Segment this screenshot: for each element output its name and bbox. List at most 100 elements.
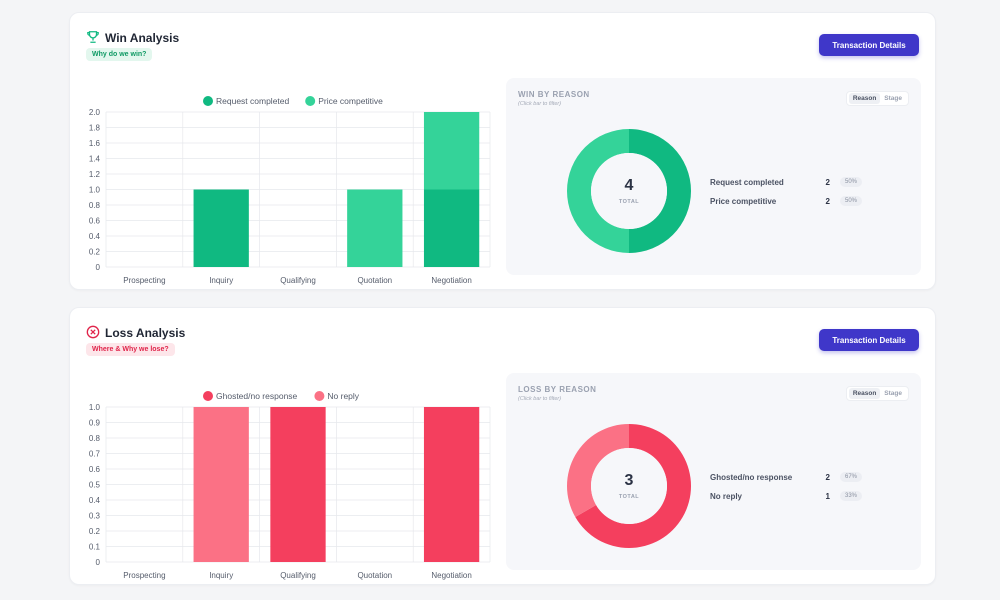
- loss-bar[interactable]: [423, 407, 480, 562]
- loss-subtitle-badge: Where & Why we lose?: [86, 343, 175, 356]
- loss-transaction-details-button[interactable]: Transaction Details: [819, 329, 919, 351]
- loss-donut-slice[interactable]: [575, 424, 691, 548]
- win-reason-percent: 50%: [840, 196, 863, 206]
- win-bar[interactable]: [423, 112, 480, 190]
- loss-by-reason-panel: LOSS BY REASON (Click bar to filter) Rea…: [506, 373, 921, 570]
- win-reason-label: Price competitive: [710, 196, 777, 206]
- loss-x-tick-label: Qualifying: [280, 571, 316, 580]
- loss-y-tick-label: 0.3: [89, 512, 101, 521]
- loss-y-tick-label: 0.8: [89, 434, 101, 443]
- win-chart-legend: Request completed Price competitive: [203, 96, 383, 106]
- loss-x-tick-label: Inquiry: [209, 571, 233, 580]
- loss-legend-label[interactable]: No reply: [327, 391, 359, 401]
- win-title: Win Analysis: [105, 31, 180, 45]
- loss-y-tick-label: 0.6: [89, 465, 101, 474]
- loss-bar[interactable]: [193, 407, 249, 562]
- win-x-tick-label: Prospecting: [123, 276, 165, 285]
- win-y-tick-label: 1.8: [89, 124, 101, 133]
- win-reason-row[interactable]: Price competitive 2 50%: [710, 195, 863, 207]
- loss-x-tick-label: Quotation: [357, 571, 392, 580]
- loss-legend-swatch: [203, 391, 213, 401]
- loss-y-tick-label: 0.7: [89, 450, 101, 459]
- win-toggle-reason[interactable]: Reason: [848, 93, 881, 104]
- loss-y-tick-label: 1.0: [89, 403, 101, 412]
- win-toggle-stage[interactable]: Stage: [884, 95, 902, 102]
- win-y-tick-label: 0.2: [89, 248, 101, 257]
- win-legend-label[interactable]: Request completed: [216, 96, 290, 106]
- loss-y-tick-label: 0.9: [89, 419, 101, 428]
- win-x-tick-label: Qualifying: [280, 276, 316, 285]
- win-y-tick-label: 0.6: [89, 217, 101, 226]
- win-legend-label[interactable]: Price competitive: [318, 96, 383, 106]
- win-bar[interactable]: [423, 189, 480, 268]
- win-y-tick-label: 0.4: [89, 232, 101, 241]
- win-view-toggle: Reason Stage: [845, 91, 909, 106]
- win-legend-swatch: [305, 96, 316, 106]
- win-reason-row[interactable]: Request completed 2 50%: [710, 176, 863, 188]
- win-y-tick-label: 1.0: [89, 186, 101, 195]
- loss-panel-hint: (Click bar to filter): [518, 396, 562, 402]
- win-donut-center: 4 TOTAL: [566, 128, 692, 254]
- loss-total-value: 3: [624, 472, 634, 489]
- win-reason-label: Request completed: [710, 177, 784, 187]
- win-y-tick-label: 1.2: [89, 170, 101, 179]
- win-bar[interactable]: [347, 189, 403, 268]
- loss-toggle-stage[interactable]: Stage: [884, 390, 902, 397]
- win-chart-svg: Request completed Price competitive 2.0 1.8…: [89, 96, 491, 285]
- loss-donut-hole: [591, 448, 667, 524]
- win-x-tick-label: Quotation: [357, 276, 392, 285]
- loss-view-toggle: Reason Stage: [845, 386, 909, 401]
- loss-donut-center: 3 TOTAL: [566, 423, 692, 549]
- win-transaction-details-button[interactable]: Transaction Details: [819, 34, 919, 56]
- loss-y-tick-label: 0.1: [89, 543, 101, 552]
- win-reason-count: 2: [825, 177, 830, 187]
- win-reason-percent: 50%: [840, 177, 863, 187]
- loss-y-tick-label: 0.2: [89, 527, 101, 536]
- loss-panel-title: LOSS BY REASON: [518, 385, 597, 394]
- loss-y-tick-label: 0: [96, 558, 101, 567]
- loss-bar[interactable]: [270, 407, 326, 562]
- loss-legend-label[interactable]: Ghosted/no response: [216, 391, 298, 401]
- win-bar[interactable]: [193, 189, 249, 268]
- win-y-tick-label: 1.6: [89, 139, 101, 148]
- win-donut-slice[interactable]: [567, 129, 629, 253]
- win-y-tick-label: 0: [96, 263, 101, 272]
- win-total-label: TOTAL: [618, 199, 640, 205]
- win-y-tick-label: 1.4: [89, 155, 101, 164]
- trophy-icon: [87, 31, 99, 43]
- win-total-value: 4: [624, 177, 634, 194]
- win-bar-chart[interactable]: Request completed Price competitive 2.0 1.8…: [70, 77, 500, 287]
- loss-chart-legend: Ghosted/no response No reply: [203, 391, 360, 401]
- loss-toggle-reason[interactable]: Reason: [848, 388, 881, 399]
- win-y-tick-label: 0.8: [89, 201, 101, 210]
- loss-reason-percent: 33%: [840, 491, 863, 501]
- win-by-reason-panel: WIN BY REASON (Click bar to filter) Reas…: [506, 78, 921, 275]
- loss-title: Loss Analysis: [105, 326, 186, 340]
- win-donut-slice[interactable]: [629, 129, 691, 253]
- win-subtitle-badge: Why do we win?: [86, 48, 153, 61]
- win-legend-swatch: [203, 96, 213, 106]
- win-y-tick-label: 2.0: [89, 108, 101, 117]
- win-x-tick-label: Inquiry: [209, 276, 233, 285]
- loss-reason-percent: 67%: [840, 472, 863, 482]
- loss-donut-chart[interactable]: [566, 423, 692, 549]
- loss-analysis-card: Loss Analysis Where & Why we lose? Trans…: [69, 307, 936, 585]
- loss-reason-row[interactable]: Ghosted/no response 2 67%: [710, 471, 863, 483]
- loss-reason-count: 1: [825, 491, 830, 501]
- loss-reason-label: Ghosted/no response: [710, 472, 793, 482]
- win-donut-chart[interactable]: [566, 128, 692, 254]
- win-analysis-card: Win Analysis Why do we win? Transaction …: [69, 12, 936, 290]
- loss-reason-row[interactable]: No reply 1 33%: [710, 490, 863, 502]
- loss-legend-swatch: [314, 391, 325, 401]
- win-donut-hole: [591, 153, 667, 229]
- loss-reason-count: 2: [825, 472, 830, 482]
- loss-x-tick-label: Negotiation: [431, 571, 471, 580]
- loss-x-tick-label: Prospecting: [123, 571, 165, 580]
- loss-bar-chart[interactable]: Ghosted/no response No reply 1.0 0.9 0.8 0.7 0…: [70, 372, 500, 582]
- loss-donut-slice[interactable]: [567, 424, 629, 517]
- win-reason-count: 2: [825, 196, 830, 206]
- win-x-tick-label: Negotiation: [431, 276, 471, 285]
- loss-y-tick-label: 0.4: [89, 496, 101, 505]
- loss-reason-label: No reply: [710, 491, 743, 501]
- loss-total-label: TOTAL: [618, 494, 640, 500]
